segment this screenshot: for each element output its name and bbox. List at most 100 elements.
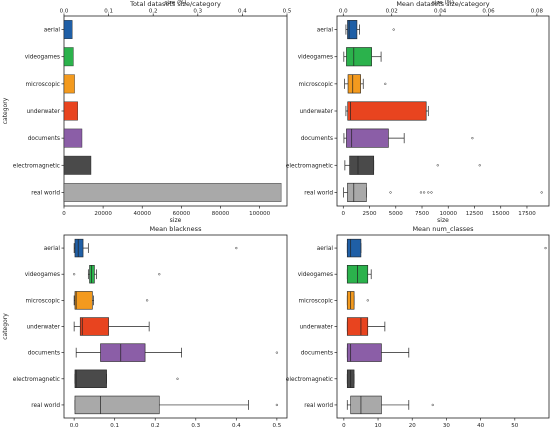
y-tick-label: aerial	[44, 246, 61, 252]
x-tick-label: 20000	[94, 211, 112, 217]
chart-title: Total datasets size/category	[129, 0, 221, 8]
secondary-x-tick-label: 0.04	[434, 9, 447, 15]
y-tick-label: real world	[31, 403, 60, 409]
y-tick-label: videogames	[25, 55, 60, 61]
y-tick-label: documents	[301, 136, 333, 142]
bar-electromagnetic	[63, 155, 92, 175]
outlier-point	[384, 82, 387, 86]
box-underwater	[346, 317, 369, 336]
outlier-point	[145, 299, 149, 302]
x-tick-label: 7500	[415, 211, 429, 217]
y-tick-label: aerial	[44, 28, 61, 34]
y-tick-label: underwater	[300, 109, 334, 115]
x-tick-label: 0	[62, 211, 66, 217]
y-tick-label: videogames	[25, 272, 60, 278]
outlier-point	[419, 191, 423, 194]
y-tick-label: real world	[304, 403, 333, 409]
outlier-point	[422, 191, 426, 194]
secondary-x-tick-label: 0.0	[339, 9, 348, 15]
outlier-point	[235, 246, 238, 250]
box-documents	[346, 128, 389, 148]
x-tick-label: 50	[511, 423, 518, 428]
x-tick-label: 20	[409, 423, 416, 428]
x-tick-label: 0.3	[191, 423, 200, 428]
x-tick-label: 40	[477, 423, 484, 428]
x-tick-label: 0	[342, 211, 346, 217]
box-aerial	[346, 238, 362, 258]
secondary-x-tick-label: 0.5	[283, 9, 292, 15]
box-electromagnetic	[74, 369, 107, 388]
box-videogames	[346, 47, 372, 67]
outlier-point	[471, 136, 474, 140]
x-tick-label: 15000	[492, 211, 510, 217]
box-microscopic	[74, 291, 93, 310]
x-tick-label: 80000	[212, 211, 230, 217]
y-tick-label: documents	[301, 351, 333, 357]
bar-microscopic	[63, 74, 75, 94]
outlier-point	[392, 28, 395, 31]
y-tick-label: microscopic	[26, 82, 60, 88]
y-axis-label: category	[2, 313, 9, 340]
y-tick-label: documents	[28, 351, 60, 357]
box-aerial	[74, 238, 84, 258]
box-real_world	[74, 395, 160, 415]
outlier-point	[275, 403, 279, 407]
y-tick-label: documents	[28, 136, 60, 142]
chart-title: Mean datasets size/category	[396, 0, 489, 8]
outlier-point	[436, 164, 439, 167]
box-underwater	[347, 101, 427, 121]
bar-documents	[63, 128, 83, 148]
box-aerial	[347, 20, 358, 40]
x-tick-label: 12500	[466, 211, 484, 217]
x-tick-label: 17500	[518, 211, 536, 217]
secondary-x-tick-label: 0.06	[482, 9, 495, 15]
bar-videogames	[63, 47, 74, 67]
y-tick-label: aerial	[317, 28, 334, 34]
y-tick-label: real world	[31, 190, 60, 196]
y-tick-label: electromagnetic	[13, 163, 60, 169]
y-axis-label: category	[2, 97, 9, 124]
y-tick-label: underwater	[27, 109, 61, 115]
x-axis-label: size	[170, 217, 182, 224]
y-tick-label: electromagnetic	[286, 377, 333, 383]
chart-title: Mean blackness	[150, 225, 203, 233]
box-underwater	[79, 317, 109, 336]
outlier-point	[389, 191, 392, 194]
chart-title: Mean num_classes	[412, 225, 474, 233]
outlier-point	[430, 191, 433, 194]
y-tick-label: underwater	[300, 325, 334, 331]
box-electromagnetic	[349, 155, 375, 175]
x-tick-label: 100000	[249, 211, 270, 217]
outlier-point	[427, 191, 430, 194]
bar-real_world	[63, 182, 282, 202]
x-tick-label: 0.0	[70, 423, 79, 428]
outlier-point	[72, 273, 76, 276]
bar-underwater	[63, 101, 78, 121]
secondary-x-tick-label: 0.02	[386, 9, 398, 15]
y-tick-label: microscopic	[26, 298, 60, 304]
x-tick-label: 30	[443, 423, 450, 428]
secondary-x-tick-label: 0.1	[104, 9, 113, 15]
outlier-point	[176, 377, 179, 380]
y-tick-label: videogames	[298, 55, 333, 61]
secondary-x-tick-label: 0.4	[238, 9, 247, 15]
bar-aerial	[63, 20, 73, 39]
box-microscopic	[347, 74, 361, 94]
x-tick-label: 5000	[389, 211, 403, 217]
x-tick-label: 2500	[363, 211, 377, 217]
x-tick-label: 10000	[439, 211, 457, 217]
y-tick-label: real world	[304, 190, 333, 196]
y-tick-label: microscopic	[299, 82, 333, 88]
box-documents	[100, 343, 146, 362]
x-tick-label: 40000	[133, 211, 151, 217]
outlier-point	[431, 403, 434, 407]
y-tick-label: underwater	[27, 325, 61, 331]
outlier-point	[540, 191, 543, 194]
secondary-x-tick-label: 0.08	[531, 9, 544, 15]
y-tick-label: electromagnetic	[286, 163, 333, 169]
y-tick-label: aerial	[317, 246, 334, 252]
box-real_world	[350, 395, 382, 415]
outlier-point	[478, 164, 481, 167]
secondary-x-tick-label: 0.3	[193, 9, 202, 15]
